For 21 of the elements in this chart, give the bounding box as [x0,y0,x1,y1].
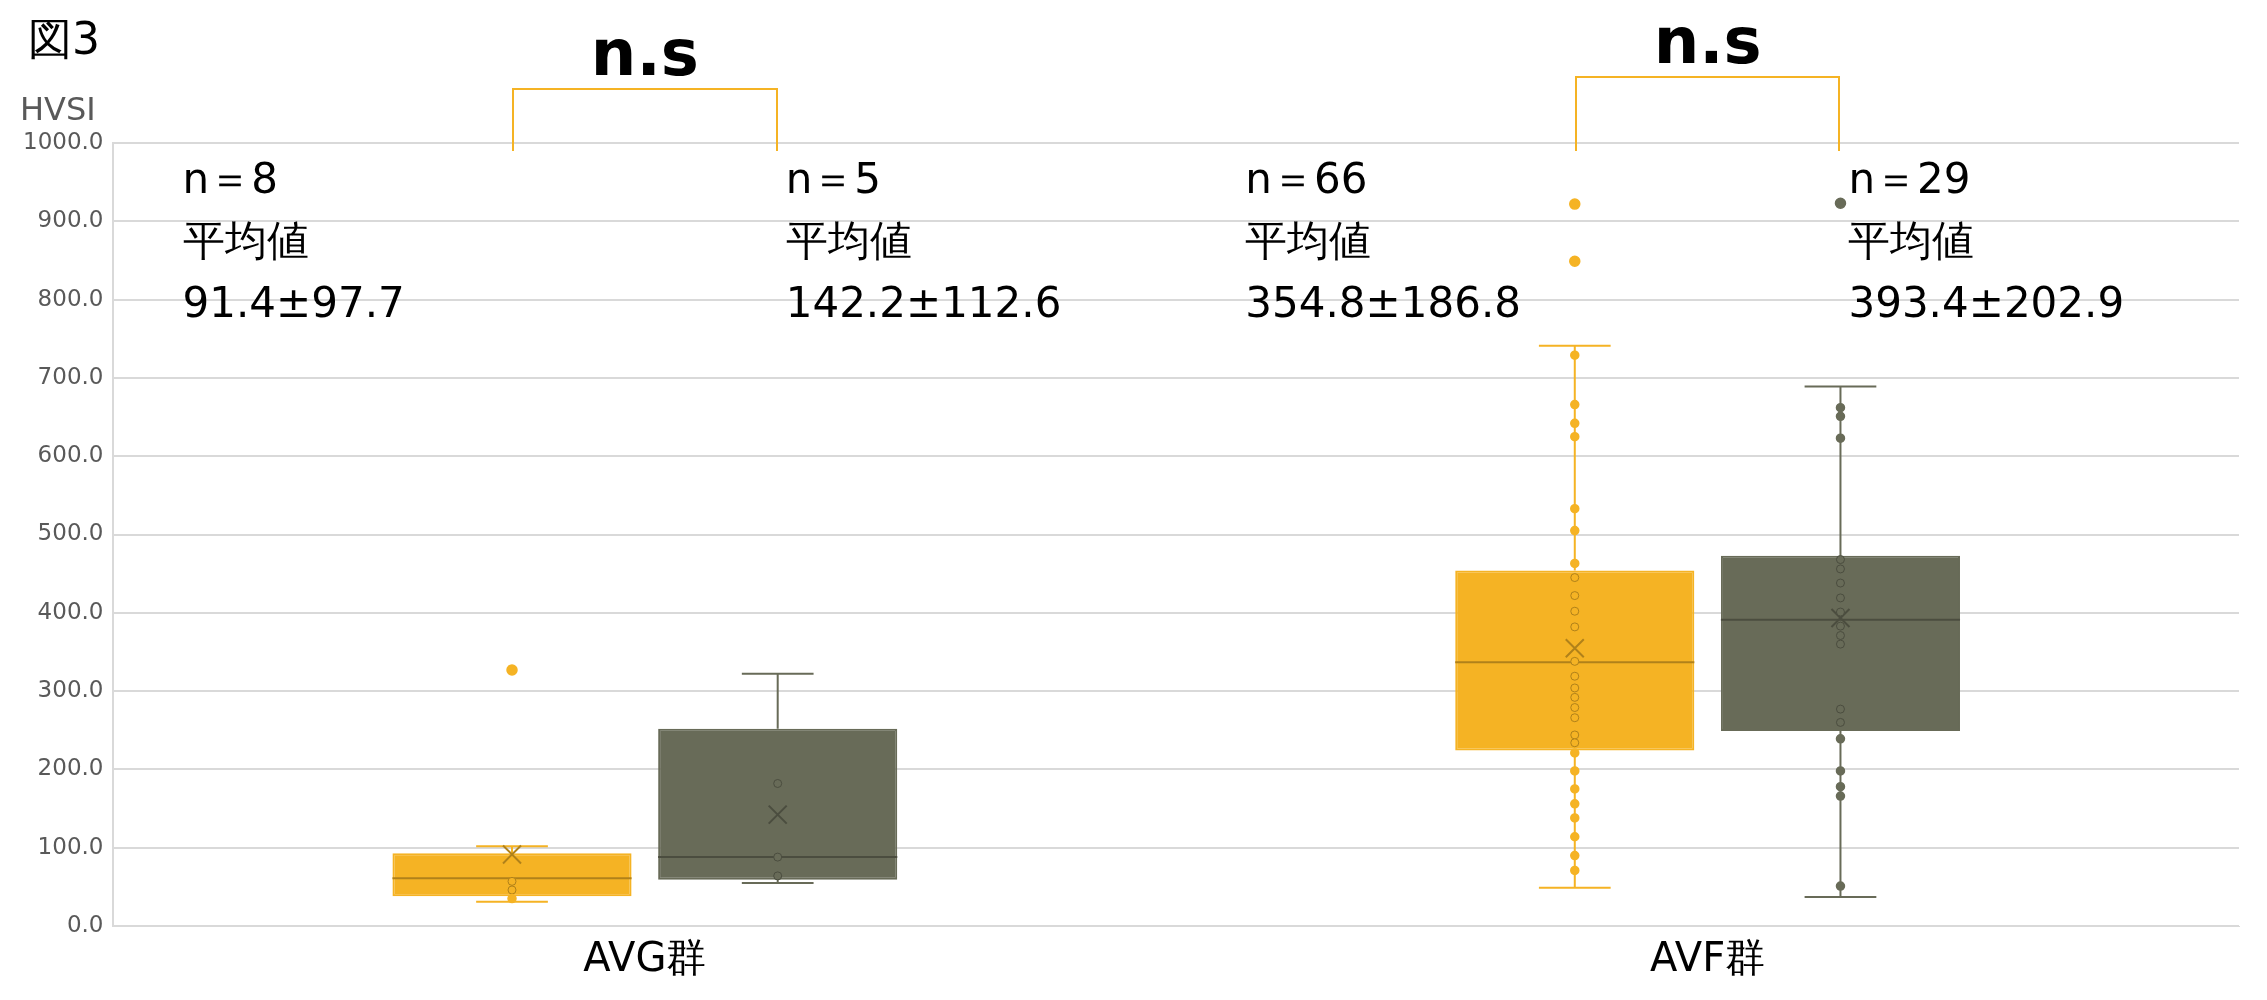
chart-title: 図3 [28,12,100,66]
y-tick-label: 300.0 [37,676,104,703]
y-tick-label: 0.0 [66,910,104,937]
x-tick-label: AVF群 [1650,934,1766,981]
text: n.s [590,16,699,90]
y-tick-label: 400.0 [37,597,104,624]
y-tick-label: 900.0 [37,206,104,233]
annotation: n＝66 平均値 354.8±186.8 [1245,153,1521,329]
text: n.s [1653,4,1762,78]
y-tick-label: 800.0 [37,284,104,311]
annotation: n＝29 平均値 393.4±202.9 [1848,153,2125,329]
y-tick-label: 500.0 [37,519,104,546]
annotation: n＝8 平均値 91.4±97.7 [182,153,405,329]
y-tick-label: 100.0 [37,832,104,859]
y-tick-label: 600.0 [37,441,104,468]
y-tick-label: 1000.0 [22,127,104,154]
y-tick-label: 200.0 [37,754,104,781]
y-tick-label: 700.0 [37,362,104,389]
y-axis-title: HVSI [20,90,96,128]
x-tick-label: AVG群 [583,934,707,981]
annotation: n＝5 平均値 142.2±112.6 [785,153,1062,329]
